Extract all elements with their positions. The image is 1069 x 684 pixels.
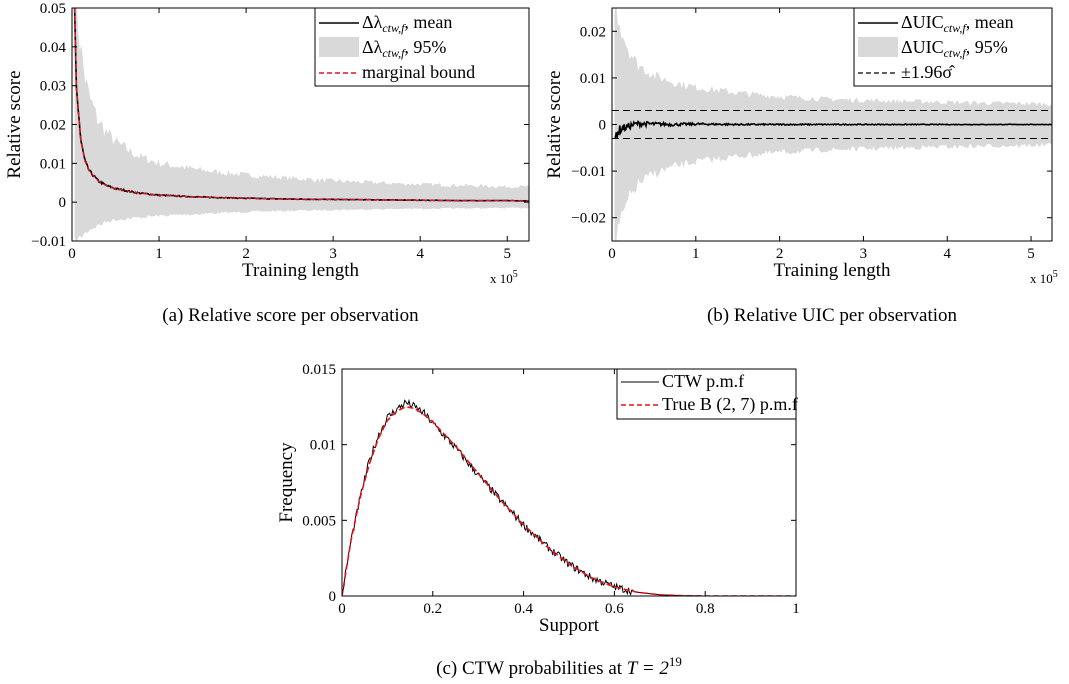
y-axis-label: Relative score	[544, 70, 565, 178]
panel-b: 0 1 2 3 4 5 −0.02 −0.01 0 0.01 0.02 Training length…	[544, 7, 1058, 326]
y-tick-label: 0	[599, 118, 607, 134]
y-tick-label: 0.01	[310, 438, 336, 454]
legend-label-main: ΔUIC	[901, 12, 944, 32]
caption-prefix: (c) CTW probabilities at	[436, 658, 627, 679]
legend-key-band	[319, 37, 359, 57]
x-multiplier-base: x 10	[490, 271, 513, 286]
x-axis-label: Training length	[242, 260, 359, 281]
x-tick-label: 0	[68, 246, 76, 262]
legend-label-main: CTW p.m.f	[662, 371, 744, 391]
x-tick-label: 3	[860, 246, 868, 262]
legend-label: Δλctw,f, mean	[362, 12, 452, 35]
legend-label: marginal bound	[362, 62, 475, 82]
series-mean-line	[614, 119, 1052, 138]
legend-label-main: ±1.96σ̂	[901, 62, 955, 82]
caption-math: T = 2	[627, 658, 670, 679]
y-tick-label: 0.015	[302, 362, 336, 378]
series-marginal-bound-line	[73, 8, 529, 202]
x-tick-label: 0	[608, 246, 616, 262]
panel-a: 0 1 2 3 4 5−0.0100.010.020.030.040.05Training…	[4, 1, 530, 326]
legend-label-rest: , 95%	[404, 37, 446, 57]
legend-label: ±1.96σ̂	[901, 62, 955, 82]
legend-label-sub: ctw,f	[944, 46, 968, 60]
y-tick-label: −0.01	[571, 164, 606, 180]
legend-label-sub: ctw,f	[382, 21, 406, 35]
y-tick-label: 0.02	[40, 118, 66, 134]
panel-c: 0 0.2 0.4 0.6 0.8 1 0 0.005 0.01 0.015 Support Freq…	[276, 362, 800, 679]
axes-box	[341, 368, 797, 597]
legend-label-sub: ctw,f	[382, 46, 406, 60]
x-tick-label: 0.2	[423, 601, 442, 617]
legend-label-main: True B (2, 7) p.m.f	[662, 394, 798, 415]
legend-label-main: Δλ	[362, 12, 383, 32]
y-tick-label: 0.04	[40, 40, 67, 56]
confidence-band	[74, 8, 529, 241]
legend-label-sub: ctw,f	[944, 21, 968, 35]
y-tick-label: 0.01	[40, 156, 66, 172]
x-tick-label: 0.4	[514, 601, 533, 617]
series-true-pmf-line	[342, 405, 796, 596]
x-tick-label: 2	[776, 246, 784, 262]
y-tick-label: 0.02	[580, 24, 606, 40]
x-tick-label: 2	[242, 246, 250, 262]
plot-area	[612, 8, 1052, 241]
x-multiplier-exp: 5	[1053, 269, 1058, 280]
x-tick-label: 1	[792, 601, 800, 617]
y-axis-label: Frequency	[276, 442, 297, 523]
x-tick-label: 1	[155, 246, 163, 262]
x-tick-label: 4	[416, 246, 424, 262]
y-tick-label: 0.05	[40, 1, 66, 17]
legend-box	[616, 368, 797, 420]
x-multiplier: x 105	[1030, 269, 1058, 286]
legend-label-rest: , 95%	[966, 37, 1008, 57]
legend-label: ΔUICctw,f, mean	[901, 12, 1014, 35]
series-ctw-pmf-line	[342, 398, 796, 596]
x-multiplier-exp: 5	[513, 269, 518, 280]
x-tick-label: 5	[503, 246, 511, 262]
y-tick-label: 0	[59, 195, 67, 211]
y-tick-label: 0.03	[40, 79, 66, 95]
legend-label: ΔUICctw,f, 95%	[901, 37, 1008, 60]
legend-label-rest: , mean	[404, 12, 452, 32]
caption: (a) Relative score per observation	[162, 305, 419, 326]
legend-label-rest: , mean	[966, 12, 1014, 32]
legend-label-main: ΔUIC	[901, 37, 944, 57]
plot-area	[73, 8, 529, 241]
caption: (b) Relative UIC per observation	[707, 305, 958, 326]
x-tick-label: 0.6	[605, 601, 624, 617]
legend-label: True B (2, 7) p.m.f	[662, 394, 798, 415]
x-tick-label: 3	[329, 246, 337, 262]
x-tick-label: 0	[338, 601, 346, 617]
legend-key-band	[858, 37, 898, 57]
x-tick-label: 0.8	[696, 601, 715, 617]
plot-area	[342, 398, 796, 596]
x-multiplier-base: x 10	[1030, 271, 1053, 286]
y-axis-label: Relative score	[4, 70, 25, 178]
legend-label: Δλctw,f, 95%	[362, 37, 446, 60]
x-axis-label: Training length	[774, 260, 891, 281]
x-axis-label: Support	[539, 615, 600, 636]
x-tick-label: 4	[943, 246, 951, 262]
y-tick-label: −0.01	[31, 234, 66, 250]
x-tick-label: 5	[1027, 246, 1035, 262]
x-tick-label: 1	[692, 246, 700, 262]
caption-exp: 19	[669, 654, 682, 669]
legend-label: CTW p.m.f	[662, 371, 744, 391]
y-tick-label: −0.02	[571, 211, 606, 227]
caption: (c) CTW probabilities at T = 219	[436, 654, 682, 679]
x-multiplier: x 105	[490, 269, 518, 286]
legend-label-main: Δλ	[362, 37, 383, 57]
y-tick-label: 0.01	[580, 71, 606, 87]
y-tick-label: 0	[329, 589, 337, 605]
y-tick-label: 0.005	[302, 513, 336, 529]
legend-label-main: marginal bound	[362, 62, 475, 82]
